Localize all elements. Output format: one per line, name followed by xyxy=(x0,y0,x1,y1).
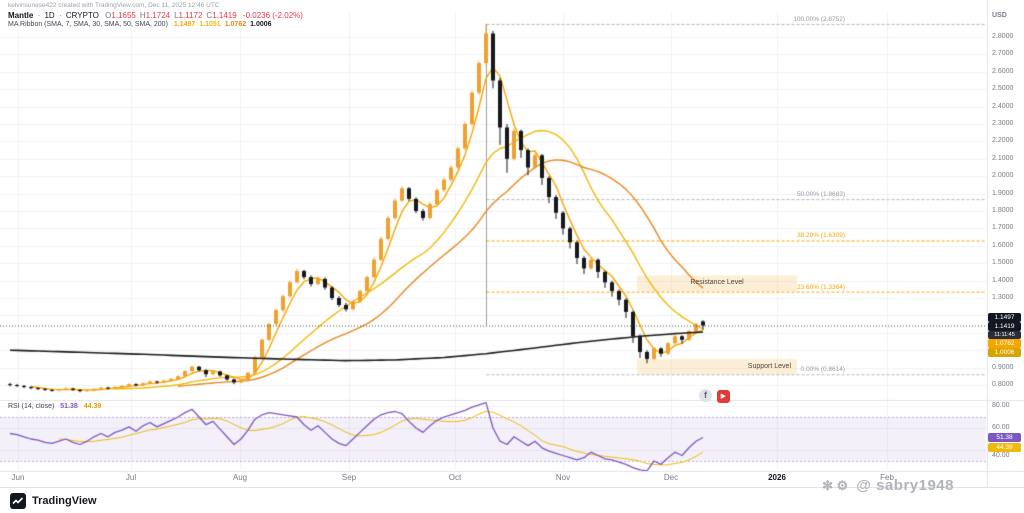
fib-level-label[interactable]: 50.00% (1.8683) xyxy=(796,191,845,199)
ohlc-values: O1.1655 H1.1724 L1.1172 C1.1419 xyxy=(101,11,237,20)
ohlc-value: 1.1172 xyxy=(178,11,203,20)
price-axis-label: 0.9000 xyxy=(992,363,1014,371)
time-axis-label: Nov xyxy=(555,473,571,482)
time-axis-label: Sep xyxy=(341,473,357,482)
ohlc-value: 1.1724 xyxy=(145,11,171,20)
price-axis-label: 2.8000 xyxy=(992,33,1014,40)
price-badge: 1.1419 xyxy=(988,322,1021,331)
zone-label[interactable]: Resistance Level xyxy=(690,279,744,287)
currency-label: USD xyxy=(992,12,1007,19)
fib-level-label[interactable]: 23.60% (1.3364) xyxy=(796,283,845,291)
time-axis-label: Dec xyxy=(663,473,679,482)
ohlc-key: C xyxy=(206,11,213,20)
tradingview-brand[interactable]: TradingView xyxy=(32,495,97,507)
tradingview-logo-icon[interactable] xyxy=(10,493,26,509)
time-axis-label: Aug xyxy=(232,473,248,482)
rsi-ma-value: 44.39 xyxy=(83,403,102,410)
ma-value: 1.0006 xyxy=(250,21,272,28)
price-axis-label: 2.1000 xyxy=(992,154,1014,162)
price-axis-label: 2.7000 xyxy=(992,50,1014,58)
price-axis-label: 2.2000 xyxy=(992,137,1014,145)
price-axis-label: 2.5000 xyxy=(992,85,1014,93)
ohlc-key: L xyxy=(174,11,179,20)
price-axis-label: 1.6000 xyxy=(992,241,1014,249)
time-axis-label: Jul xyxy=(125,473,137,482)
ma-value: 1.1051 xyxy=(199,21,221,28)
price-axis-label: 2.0000 xyxy=(992,172,1014,180)
watermark-ornament-icon: ⚙ xyxy=(836,478,849,493)
change-value: -0.0236 (-2.02%) xyxy=(242,11,303,20)
price-axis-label: 1.3000 xyxy=(992,294,1014,301)
rsi-badge: 51.38 xyxy=(988,433,1021,442)
fib-level-label[interactable]: 0.00% (0.8614) xyxy=(800,366,845,374)
watermark-ornament-icon: ✻ xyxy=(822,478,834,493)
price-axis-badges: 1.1497 1.1419 11:11:45 1.0762 1.0006 xyxy=(988,0,1024,513)
price-axis-label: 1.5000 xyxy=(992,259,1014,267)
ohlc-value: 1.1419 xyxy=(212,11,237,20)
price-axis-label: 1.4000 xyxy=(992,276,1014,284)
time-axis-label: Jun xyxy=(11,473,25,482)
watermark-text: @ sabry1948 xyxy=(856,477,954,494)
ma-ribbon-legend[interactable]: MA Ribbon (SMA, 7, SMA, 30, SMA, 50, SMA… xyxy=(8,21,272,28)
ma-value: 1.1497 xyxy=(173,21,196,28)
price-axis-label: 1.8000 xyxy=(992,207,1014,214)
separator: · xyxy=(58,11,62,20)
ohlc-key: H xyxy=(139,11,146,20)
price-badge: 1.1497 xyxy=(988,313,1021,322)
ma-value: 1.0762 xyxy=(224,21,247,28)
price-axis-label: 2.4000 xyxy=(992,102,1014,110)
youtube-icon[interactable]: ▶ xyxy=(717,390,730,403)
time-axis-label: 2026 xyxy=(768,473,786,482)
interval-label: 1D xyxy=(44,11,55,20)
watermark-ornament-icons: ✻ ⚙ xyxy=(822,477,852,494)
separator: · xyxy=(37,11,41,20)
rsi-axis-label: 80.00 xyxy=(992,402,1010,409)
time-axis-label: Feb xyxy=(880,473,894,482)
fib-retracement-labels: 100.00% (2.8752) 50.00% (1.8683) 38.20% (1… xyxy=(700,0,845,400)
fib-level-label[interactable]: 100.00% (2.8752) xyxy=(793,15,845,23)
price-axis-label: 1.7000 xyxy=(992,224,1014,232)
rsi-axis-label: 60.00 xyxy=(992,424,1010,431)
ma-ribbon-values: 1.1497 1.1051 1.0762 1.0006 xyxy=(170,21,272,28)
rsi-axis-label: 40.00 xyxy=(992,452,1010,459)
price-axis-label: 2.6000 xyxy=(992,67,1014,75)
price-axis-label: 2.3000 xyxy=(992,120,1014,127)
ohlc-value: 1.1655 xyxy=(111,11,136,20)
time-axis[interactable]: Jun Jul Aug Sep Oct Nov Dec 2026 Feb xyxy=(0,473,986,486)
rsi-legend[interactable]: RSI (14, close) 51.38 44.39 xyxy=(8,403,101,410)
attribution-note: kelvinsunese422 created with TradingView… xyxy=(8,2,220,9)
time-axis-label: Oct xyxy=(448,473,462,482)
ma-ribbon-title: MA Ribbon (SMA, 7, SMA, 30, SMA, 50, SMA… xyxy=(8,21,168,28)
price-badge: 1.0762 xyxy=(988,339,1021,348)
footer-bar: TradingView xyxy=(0,487,1024,513)
symbol-name: Mantle xyxy=(8,11,34,20)
rsi-badge: 44.39 xyxy=(988,443,1021,452)
social-icons: f ▶ xyxy=(699,385,730,403)
price-axis-label: 1.9000 xyxy=(992,189,1014,197)
watermark: ✻ ⚙ @ sabry1948 xyxy=(822,477,954,494)
price-axis[interactable]: USD 2.8000 2.7000 2.6000 2.5000 2.4000 2.3000… xyxy=(990,0,1024,486)
symbol-legend[interactable]: Mantle · 1D · CRYPTO O1.1655 H1.1724 L1.11… xyxy=(8,11,303,20)
fib-level-label[interactable]: 38.20% (1.6309) xyxy=(796,232,845,240)
market-label: CRYPTO xyxy=(65,11,99,20)
zone-label[interactable]: Support Level xyxy=(747,363,791,371)
price-badge: 11:11:45 xyxy=(988,331,1021,339)
rsi-axis-badges: 51.38 44.39 xyxy=(988,0,1024,513)
ohlc-key: O xyxy=(105,11,112,20)
price-badge: 1.0006 xyxy=(988,348,1021,357)
facebook-icon[interactable]: f xyxy=(699,389,712,402)
price-axis-label: 0.8000 xyxy=(992,381,1014,388)
rsi-value: 51.38 xyxy=(60,403,78,410)
rsi-title: RSI (14, close) xyxy=(8,403,55,410)
